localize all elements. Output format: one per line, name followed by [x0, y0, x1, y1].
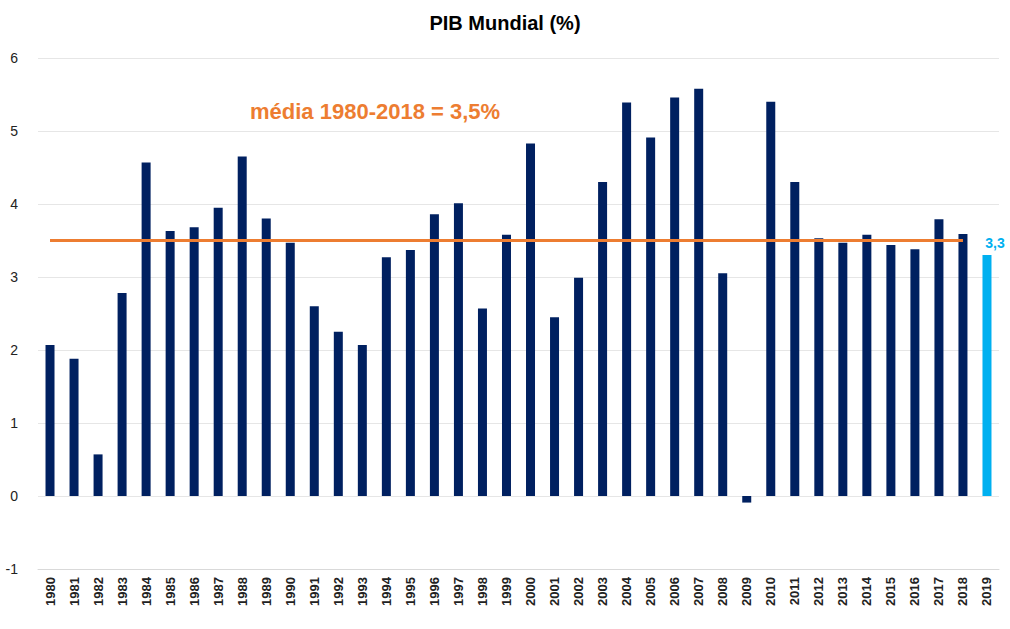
svg-text:0: 0: [10, 488, 18, 504]
svg-text:1997: 1997: [451, 577, 466, 606]
svg-text:1998: 1998: [475, 577, 490, 606]
svg-text:1: 1: [10, 415, 18, 431]
svg-text:1987: 1987: [211, 577, 226, 606]
svg-text:1986: 1986: [187, 577, 202, 606]
svg-text:1993: 1993: [355, 577, 370, 606]
svg-text:1982: 1982: [91, 577, 106, 606]
svg-text:2018: 2018: [955, 577, 970, 606]
svg-text:PIB Mundial (%): PIB Mundial (%): [429, 12, 580, 34]
svg-text:1989: 1989: [259, 577, 274, 606]
svg-text:1990: 1990: [283, 577, 298, 606]
svg-text:1996: 1996: [427, 577, 442, 606]
svg-text:2012: 2012: [811, 577, 826, 606]
svg-text:3: 3: [10, 269, 18, 285]
svg-text:2015: 2015: [883, 577, 898, 606]
svg-text:2009: 2009: [739, 577, 754, 606]
svg-text:2002: 2002: [571, 577, 586, 606]
svg-text:2008: 2008: [715, 577, 730, 606]
svg-text:2005: 2005: [643, 577, 658, 606]
svg-text:2: 2: [10, 342, 18, 358]
svg-text:-1: -1: [6, 561, 19, 577]
svg-text:2011: 2011: [787, 577, 802, 605]
svg-text:1980: 1980: [43, 577, 58, 606]
svg-text:1983: 1983: [115, 577, 130, 606]
svg-text:2013: 2013: [835, 577, 850, 606]
svg-text:2006: 2006: [667, 577, 682, 606]
svg-text:2004: 2004: [619, 576, 634, 606]
svg-text:3,3: 3,3: [985, 235, 1005, 251]
svg-text:2016: 2016: [907, 577, 922, 606]
svg-text:1999: 1999: [499, 577, 514, 606]
svg-text:2000: 2000: [523, 577, 538, 606]
svg-text:2014: 2014: [859, 576, 874, 606]
svg-text:1995: 1995: [403, 577, 418, 606]
svg-text:1988: 1988: [235, 577, 250, 606]
svg-text:2010: 2010: [763, 577, 778, 606]
svg-text:5: 5: [10, 123, 18, 139]
svg-text:1992: 1992: [331, 577, 346, 606]
svg-text:6: 6: [10, 50, 18, 66]
svg-text:média 1980-2018 = 3,5%: média 1980-2018 = 3,5%: [250, 99, 500, 124]
svg-text:1994: 1994: [379, 576, 394, 606]
svg-text:4: 4: [10, 196, 18, 212]
svg-text:2017: 2017: [931, 577, 946, 606]
svg-text:1981: 1981: [67, 577, 82, 606]
svg-text:2019: 2019: [979, 577, 994, 606]
svg-text:2007: 2007: [691, 577, 706, 606]
svg-text:2003: 2003: [595, 577, 610, 606]
svg-text:1985: 1985: [163, 577, 178, 606]
svg-text:2001: 2001: [547, 577, 562, 606]
svg-text:1984: 1984: [139, 576, 154, 606]
svg-text:1991: 1991: [307, 577, 322, 606]
